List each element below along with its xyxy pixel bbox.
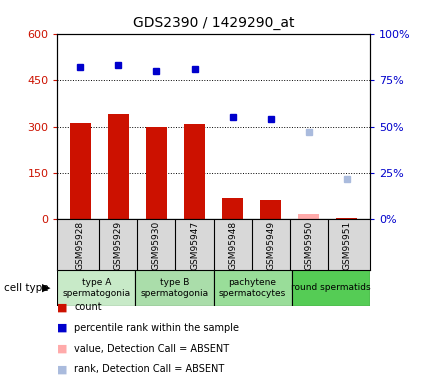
Bar (146, 128, 167, 219)
Text: ■: ■ (57, 303, 68, 312)
Text: GSM95950: GSM95950 (304, 221, 313, 270)
Text: round spermatids: round spermatids (291, 284, 371, 292)
Text: rank, Detection Call = ABSENT: rank, Detection Call = ABSENT (74, 364, 225, 374)
Text: GSM95947: GSM95947 (190, 221, 199, 270)
Text: GSM95930: GSM95930 (152, 221, 161, 270)
Bar (298, 214, 319, 219)
Text: ▶: ▶ (42, 283, 50, 293)
Text: GSM95929: GSM95929 (114, 221, 123, 270)
Text: GSM95951: GSM95951 (343, 221, 351, 270)
Text: type A
spermatogonia: type A spermatogonia (62, 278, 130, 297)
Bar (222, 198, 243, 219)
Bar (57, 270, 136, 306)
Text: count: count (74, 303, 102, 312)
Bar (108, 114, 129, 219)
Text: pachytene
spermatocytes: pachytene spermatocytes (219, 278, 286, 297)
Bar (292, 270, 370, 306)
Bar (184, 124, 205, 219)
Text: GSM95949: GSM95949 (266, 221, 275, 270)
Text: ■: ■ (57, 364, 68, 374)
Bar (213, 270, 292, 306)
Text: ■: ■ (57, 323, 68, 333)
Bar (136, 270, 213, 306)
Text: GSM95948: GSM95948 (228, 221, 237, 270)
Text: value, Detection Call = ABSENT: value, Detection Call = ABSENT (74, 344, 230, 354)
Bar (260, 200, 281, 219)
Text: GSM95928: GSM95928 (76, 221, 85, 270)
Text: ■: ■ (57, 344, 68, 354)
Title: GDS2390 / 1429290_at: GDS2390 / 1429290_at (133, 16, 294, 30)
Text: cell type: cell type (4, 283, 49, 293)
Bar (70, 123, 91, 219)
Text: type B
spermatogonia: type B spermatogonia (140, 278, 209, 297)
Text: percentile rank within the sample: percentile rank within the sample (74, 323, 239, 333)
